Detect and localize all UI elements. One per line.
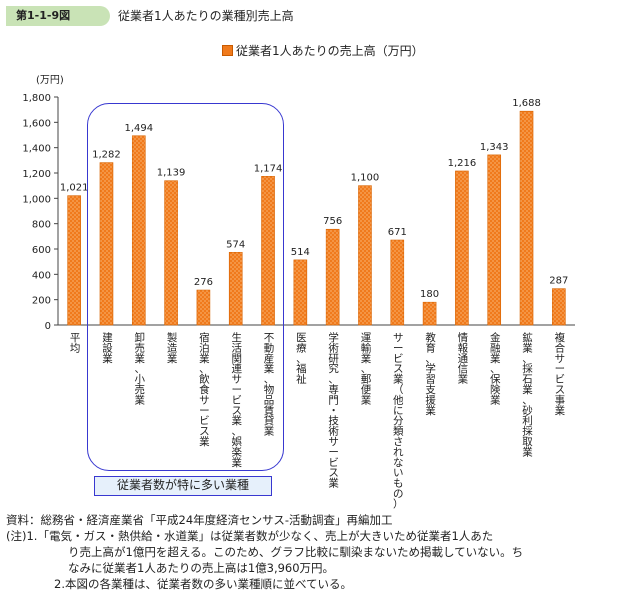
note-2: 2.本図の各業種は、従業者数の多い業種順に並べている。: [54, 577, 353, 591]
x-tick-label: 平均: [70, 332, 81, 354]
bar-value-label: 514: [291, 247, 310, 258]
y-tick-label: 1,600: [22, 118, 51, 129]
highlight-group-label: 従業者数が特に多い業種: [94, 476, 272, 496]
bar-value-label: 1,021: [60, 183, 89, 194]
bar: [67, 195, 81, 326]
bar-value-label: 574: [226, 239, 245, 250]
x-tick-label: 鉱業、採石業、砂利採取業: [522, 331, 533, 458]
bar-value-label: 287: [549, 276, 568, 287]
bar-value-label: 1,174: [254, 163, 283, 174]
x-tick-label: 不動産業、物品賃貸業: [264, 332, 275, 438]
bar-value-label: 1,100: [351, 173, 380, 184]
bar: [519, 110, 534, 326]
bar-value-label: 1,282: [92, 150, 121, 161]
x-tick-label: 卸売業、小売業: [135, 331, 146, 406]
legend: 従業者1人あたりの売上高（万円）: [222, 44, 424, 58]
bar: [228, 251, 243, 326]
bar-value-label: 1,139: [157, 168, 186, 179]
legend-swatch: [222, 45, 233, 56]
bar-chart: (万円) 0 200 400 600 800 1,000 1,200 1,400 1,600 1,8…: [22, 75, 575, 510]
y-tick-label: 200: [32, 296, 51, 307]
bar-value-label: 180: [420, 289, 439, 300]
note-1-line-1: (注)1.「電気・ガス・熱供給・水道業」は従業者数が少なく、売上が大きいため従業…: [6, 529, 494, 543]
x-tick-label: 医療、福祉: [296, 332, 307, 386]
y-tick-label: 400: [32, 270, 51, 281]
x-tick-label: 製造業: [167, 331, 178, 365]
y-tick-label: 800: [32, 220, 51, 231]
highlight-group-box: [87, 103, 284, 471]
bar: [99, 162, 114, 326]
bar: [293, 259, 308, 326]
bar-value-label: 1,216: [448, 158, 477, 169]
y-tick-label: 1,400: [22, 144, 51, 155]
source-note: 資料：総務省・経済産業省「平成24年度経済センサス-活動調査」再編加工: [6, 513, 393, 527]
x-tick-label: 学術研究、専門・技術サービス業: [328, 331, 339, 490]
bar: [552, 288, 566, 326]
x-tick-label: サービス業（他に分類されないもの）: [393, 332, 404, 510]
bar: [196, 289, 211, 326]
legend-label: 従業者1人あたりの売上高（万円）: [236, 44, 424, 58]
bar-value-label: 1,494: [124, 123, 153, 134]
note-1-line-3: なみに従業者1人あたりの売上高は1億3,960万円。: [68, 561, 335, 575]
bar-value-label: 671: [388, 227, 407, 238]
figure-title: 従業者1人あたりの業種別売上高: [118, 9, 294, 23]
note-1-line-2: り売上高が1億円を超える。このため、グラフ比較に馴染まないため掲載していない。ち: [68, 545, 524, 559]
bar: [358, 185, 372, 326]
bar: [390, 239, 405, 326]
figure-number-tag: 第1-1-9図: [6, 6, 110, 26]
bar: [487, 154, 502, 326]
bar-value-label: 1,343: [480, 142, 509, 153]
bar: [261, 175, 275, 326]
y-tick-label: 1,800: [22, 93, 51, 104]
x-tick-label: 教育、学習支援業: [425, 331, 436, 417]
notes: 資料：総務省・経済産業省「平成24年度経済センサス-活動調査」再編加工 (注)1…: [6, 512, 612, 592]
x-tick-label: 複合サービス事業: [555, 331, 566, 417]
bar: [131, 135, 146, 326]
bar: [164, 180, 178, 326]
x-tick-label: 情報通信業: [458, 331, 469, 386]
bar-value-label: 1,688: [512, 98, 541, 109]
x-tick-label: 建設業: [102, 331, 113, 365]
bar: [422, 301, 437, 326]
bar-value-label: 276: [194, 277, 213, 288]
y-tick-label: 1,200: [22, 169, 51, 180]
x-tick-label: 宿泊業、飲食サービス業: [199, 331, 210, 448]
y-tick-label: 1,000: [22, 194, 51, 205]
y-tick-label: 600: [32, 245, 51, 256]
bar: [325, 228, 340, 326]
bar: [455, 170, 469, 326]
y-tick-label: 0: [45, 321, 51, 332]
x-tick-label: 運輸業、郵便業: [361, 332, 372, 406]
x-tick-label: 金融業、保険業: [490, 331, 501, 406]
bar-value-label: 756: [323, 216, 342, 227]
x-tick-label: 生活関連サービス業、娯楽業: [231, 331, 242, 469]
y-axis-unit: (万円): [36, 75, 64, 86]
